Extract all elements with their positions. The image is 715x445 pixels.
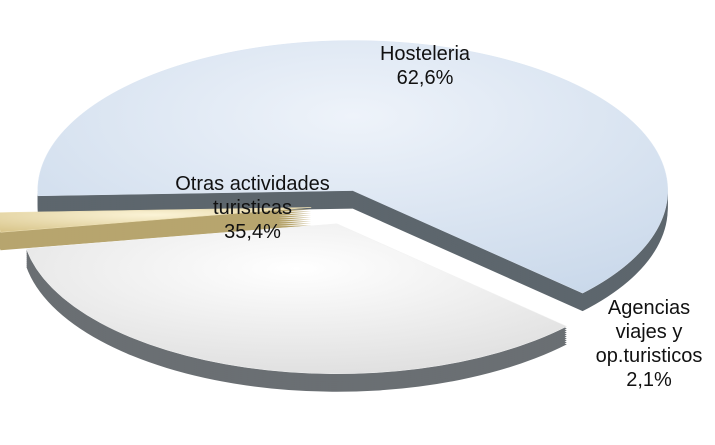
category-label: Agencias viajes y op.turisticos bbox=[595, 297, 703, 367]
slice-label: Otras actividades turisticas 35,4% bbox=[165, 172, 340, 244]
value-label: 2,1% bbox=[626, 369, 672, 391]
category-label: Otras actividades turisticas bbox=[175, 173, 330, 219]
slice-label: Hosteleria 62,6% bbox=[340, 42, 510, 90]
value-label: 62,6% bbox=[396, 67, 454, 89]
value-label: 35,4% bbox=[224, 221, 281, 243]
slice-label: Agencias viajes y op.turisticos 2,1% bbox=[583, 296, 715, 392]
pie-slice bbox=[37, 40, 668, 294]
pie-slice bbox=[25, 223, 568, 374]
category-label: Hosteleria bbox=[379, 43, 471, 65]
pie-slice bbox=[0, 207, 312, 233]
